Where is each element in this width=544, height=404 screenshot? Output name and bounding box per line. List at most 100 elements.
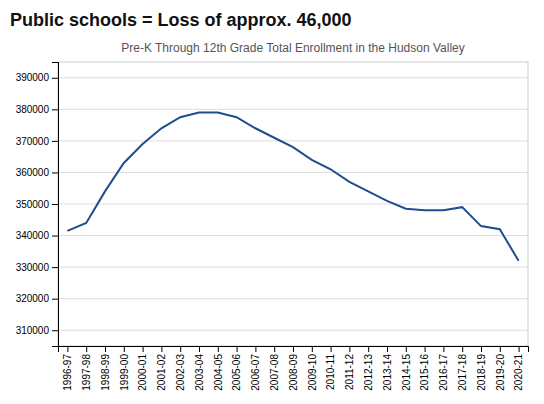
x-tick-label: 2011-12 bbox=[344, 354, 355, 390]
y-tick: 370000 bbox=[16, 136, 58, 147]
y-tick-label: 370000 bbox=[16, 136, 50, 147]
x-tick: 2018-19 bbox=[476, 346, 487, 391]
x-tick-label: 1996-97 bbox=[62, 354, 73, 391]
x-tick-mark bbox=[519, 346, 520, 352]
x-tick: 2004-05 bbox=[213, 346, 224, 391]
grid-line bbox=[58, 267, 528, 268]
grid-line bbox=[58, 204, 528, 205]
y-tick-label: 380000 bbox=[16, 104, 50, 115]
y-tick-mark bbox=[52, 109, 58, 110]
y-axis: 3100003200003300003400003500003600003700… bbox=[16, 63, 59, 347]
x-tick: 2002-03 bbox=[175, 346, 186, 391]
grid-line bbox=[58, 235, 528, 236]
grid-line bbox=[58, 298, 528, 299]
y-tick-mark bbox=[52, 172, 58, 173]
y-tick-mark bbox=[52, 267, 58, 268]
x-tick-label: 2004-05 bbox=[213, 354, 224, 391]
x-tick-label: 2001-02 bbox=[156, 354, 167, 391]
y-tick: 350000 bbox=[16, 199, 58, 210]
x-tick-mark bbox=[86, 346, 87, 352]
x-tick-label: 1997-98 bbox=[81, 354, 92, 391]
x-tick-mark bbox=[481, 346, 482, 352]
y-tick: 390000 bbox=[16, 72, 58, 83]
title: Public schools = Loss of approx. 46,000 bbox=[10, 10, 352, 30]
x-tick: 1997-98 bbox=[81, 346, 92, 391]
x-tick: 2007-08 bbox=[269, 346, 280, 391]
x-tick: 2011-12 bbox=[344, 346, 355, 390]
x-tick: 1996-97 bbox=[62, 346, 73, 391]
x-tick-label: 2002-03 bbox=[175, 354, 186, 391]
y-tick: 310000 bbox=[16, 325, 58, 336]
x-tick-label: 2003-04 bbox=[194, 354, 205, 391]
y-tick-label: 330000 bbox=[16, 262, 50, 273]
x-tick-mark bbox=[293, 346, 294, 352]
x-tick: 2010-11 bbox=[325, 346, 336, 390]
x-tick-mark bbox=[443, 346, 444, 352]
plot-frame bbox=[58, 62, 528, 346]
x-tick-mark bbox=[105, 346, 106, 352]
x-tick: 2012-13 bbox=[363, 346, 374, 391]
x-tick: 2009-10 bbox=[307, 346, 318, 391]
x-tick-label: 2018-19 bbox=[476, 354, 487, 391]
x-tick-label: 2006-07 bbox=[250, 354, 261, 391]
grid-line bbox=[58, 140, 528, 141]
x-tick-label: 2020-21 bbox=[513, 354, 524, 391]
x-tick-mark bbox=[67, 346, 68, 352]
y-tick: 380000 bbox=[16, 104, 58, 115]
x-tick: 2000-01 bbox=[137, 346, 148, 391]
x-tick: 2013-14 bbox=[382, 346, 393, 391]
x-tick: 2020-21 bbox=[513, 346, 524, 391]
x-tick-label: 2017-18 bbox=[457, 354, 468, 391]
x-tick: 2019-20 bbox=[495, 346, 506, 391]
y-tick-mark bbox=[52, 299, 58, 300]
x-tick-mark bbox=[274, 346, 275, 352]
x-tick-mark bbox=[425, 346, 426, 352]
line bbox=[67, 112, 518, 260]
x-tick-label: 1998-99 bbox=[100, 354, 111, 391]
x-tick-label: 2010-11 bbox=[325, 354, 336, 390]
x-tick-label: 2012-13 bbox=[363, 354, 374, 391]
x-tick-label: 2015-16 bbox=[419, 354, 430, 391]
x-tick-mark bbox=[124, 346, 125, 352]
y-tick-label: 360000 bbox=[16, 167, 50, 178]
grid-line bbox=[58, 330, 528, 331]
y-tick-mark bbox=[52, 330, 58, 331]
plot: Pre-K Through 12th Grade Total Enrollmen… bbox=[16, 41, 529, 391]
x-tick-label: 2016-17 bbox=[438, 354, 449, 391]
x-tick: 2001-02 bbox=[156, 346, 167, 391]
x-tick-mark bbox=[500, 346, 501, 352]
subtitle: Pre-K Through 12th Grade Total Enrollmen… bbox=[121, 41, 465, 55]
y-tick-label: 350000 bbox=[16, 199, 50, 210]
y-tick-mark bbox=[52, 204, 58, 205]
x-tick-mark bbox=[312, 346, 313, 352]
x-tick-label: 2014-15 bbox=[401, 354, 412, 391]
y-tick-mark bbox=[52, 141, 58, 142]
x-tick-mark bbox=[237, 346, 238, 352]
x-tick: 1999-00 bbox=[119, 346, 130, 391]
x-tick-mark bbox=[180, 346, 181, 352]
y-tick-label: 390000 bbox=[16, 72, 50, 83]
x-tick-label: 2013-14 bbox=[382, 354, 393, 391]
x-tick: 2003-04 bbox=[194, 346, 205, 391]
x-tick-label: 2008-09 bbox=[288, 354, 299, 391]
x-tick-mark bbox=[406, 346, 407, 352]
x-tick-label: 2009-10 bbox=[307, 354, 318, 391]
y-tick: 330000 bbox=[16, 262, 58, 273]
x-tick-label: 2007-08 bbox=[269, 354, 280, 391]
x-tick: 2005-06 bbox=[231, 346, 242, 391]
grid-line bbox=[58, 172, 528, 173]
y-tick-mark bbox=[52, 78, 58, 79]
y-tick: 340000 bbox=[16, 230, 58, 241]
x-tick-mark bbox=[199, 346, 200, 352]
x-tick-mark bbox=[143, 346, 144, 352]
marks bbox=[67, 112, 518, 260]
y-axis-line bbox=[52, 63, 59, 347]
y-tick-label: 310000 bbox=[16, 325, 50, 336]
chart: Public schools = Loss of approx. 46,000 P… bbox=[0, 0, 544, 404]
x-tick-label: 1999-00 bbox=[119, 354, 130, 391]
x-tick-mark bbox=[349, 346, 350, 352]
x-tick-mark bbox=[462, 346, 463, 352]
x-tick-label: 2005-06 bbox=[231, 354, 242, 391]
x-tick-mark bbox=[331, 346, 332, 352]
grid bbox=[58, 78, 528, 330]
